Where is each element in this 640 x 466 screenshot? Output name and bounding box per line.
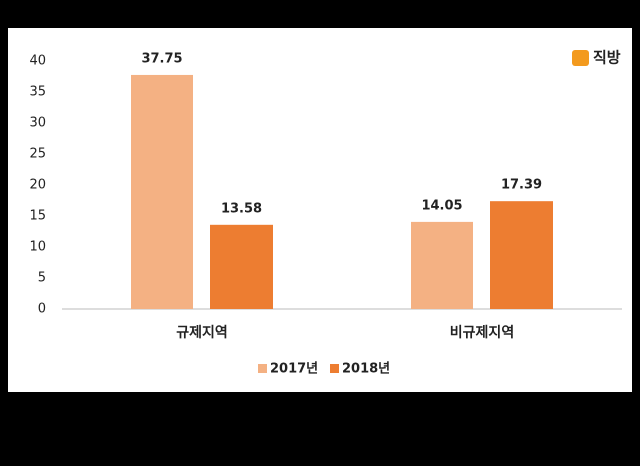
bar	[411, 221, 473, 309]
legend-swatch	[330, 364, 339, 373]
logo-icon	[572, 50, 589, 66]
x-tick-label: 비규제지역	[450, 324, 514, 341]
value-label: 17.39	[501, 178, 542, 193]
legend-swatch	[258, 364, 267, 373]
bar	[131, 74, 193, 309]
y-tick-label: 30	[29, 116, 46, 131]
y-tick-label: 25	[29, 147, 46, 162]
value-label: 13.58	[221, 201, 262, 216]
bar	[210, 224, 273, 309]
y-tick-label: 35	[29, 85, 46, 100]
y-tick-label: 40	[29, 54, 46, 69]
logo: 직방	[572, 49, 621, 67]
y-tick-label: 0	[38, 302, 46, 317]
y-tick-label: 10	[29, 240, 46, 255]
legend-label: 2018년	[342, 362, 390, 377]
x-tick-label: 규제지역	[176, 324, 228, 341]
y-tick-label: 20	[29, 178, 46, 193]
value-label: 14.05	[421, 198, 462, 213]
y-tick-label: 15	[29, 209, 46, 224]
y-tick-label: 5	[38, 271, 46, 286]
value-label: 37.75	[141, 51, 182, 66]
bar	[490, 201, 553, 309]
logo-text: 직방	[593, 49, 621, 67]
legend-label: 2017년	[270, 362, 318, 377]
